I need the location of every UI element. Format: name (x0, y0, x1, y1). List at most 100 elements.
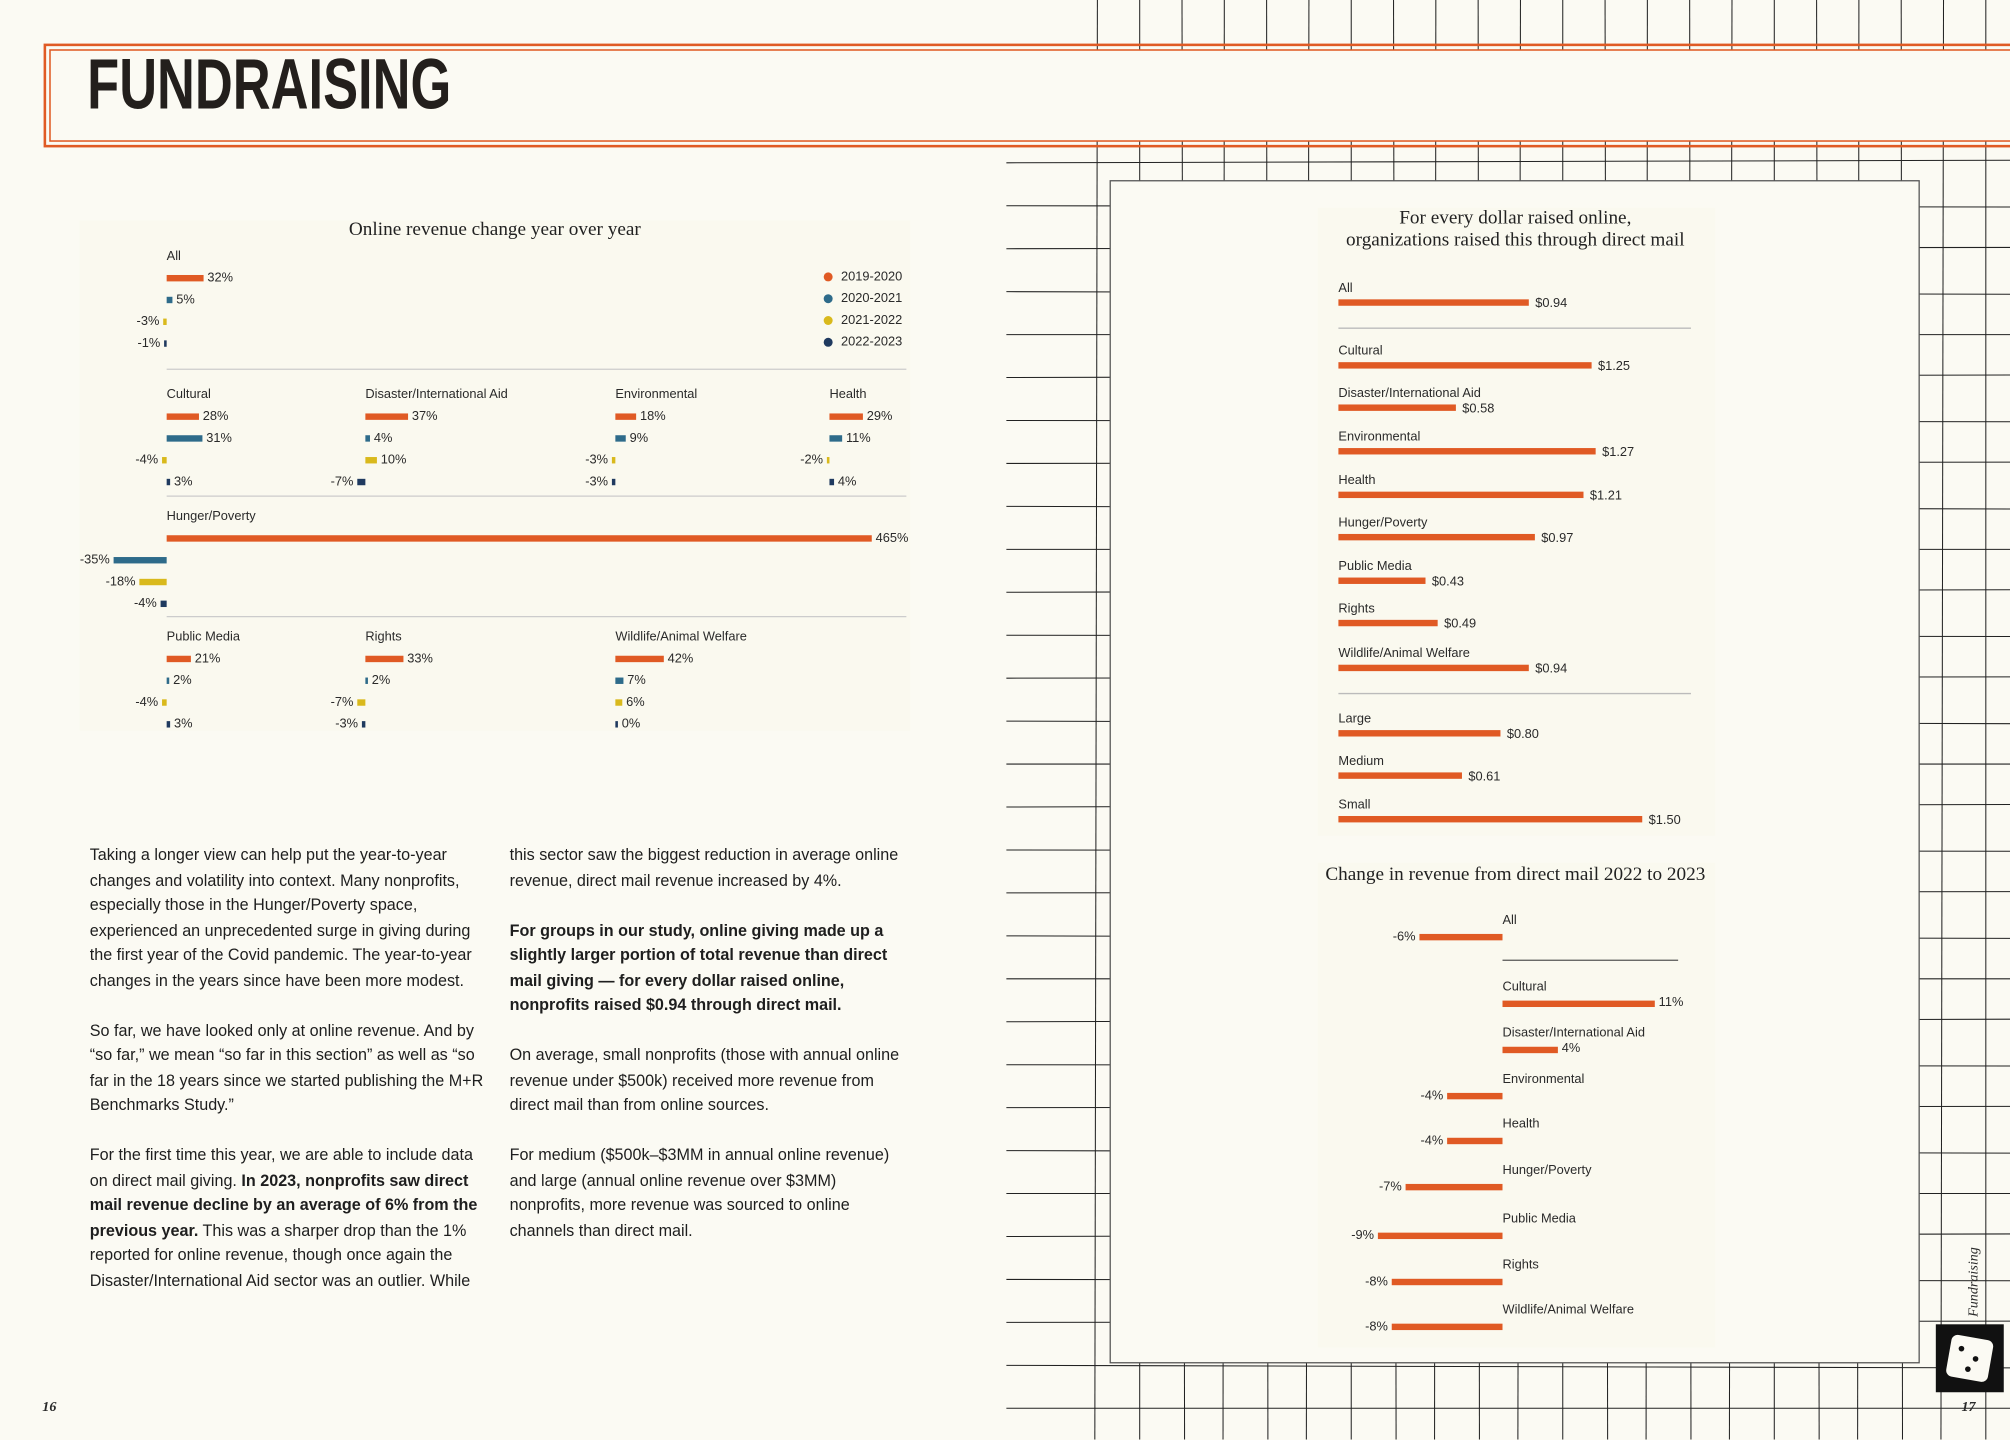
page-title: FUNDRAISING (87, 45, 451, 125)
value-label: 7% (627, 672, 646, 687)
chart-title: Change in revenue from direct mail 2022 … (1325, 864, 1705, 885)
category-label: All (1338, 280, 1352, 295)
icon-pip (1958, 1345, 1965, 1352)
chart-title: For every dollar raised online, (1399, 208, 1631, 229)
text-run: This was a sharper drop than the 1% repo… (89, 846, 899, 1290)
bar (166, 478, 171, 486)
bar (615, 677, 624, 684)
header-frame (43, 43, 2010, 148)
bar (113, 557, 167, 564)
panel-label: Cultural (167, 386, 211, 401)
bar (1502, 1000, 1655, 1008)
value-label: $0.49 (1444, 616, 1476, 631)
category-label: Health (1338, 472, 1375, 487)
value-label: $0.94 (1535, 661, 1567, 676)
bar (1338, 299, 1529, 306)
bar (365, 457, 377, 464)
panel-label: Rights (365, 629, 401, 644)
grid-stroke (1006, 159, 2010, 164)
category-label: Public Media (1503, 1211, 1577, 1226)
category-label: Hunger/Poverty (1338, 514, 1428, 529)
chart-panel (1317, 862, 1716, 1348)
value-label: 11% (1659, 994, 1684, 1009)
category-label: Medium (1338, 753, 1384, 768)
value-label: 32% (207, 270, 233, 285)
value-label: -7% (331, 473, 354, 488)
paragraph: So far, we have looked only at online re… (90, 1019, 491, 1119)
value-label: $0.80 (1507, 726, 1539, 741)
text-run: For the first time this year, we are abl… (89, 1146, 473, 1190)
bar (1338, 664, 1529, 672)
paragraph: For medium ($500k–$3MM in annual online … (510, 1144, 911, 1244)
bar (615, 721, 618, 728)
value-label: 42% (668, 650, 694, 665)
value-label: 465% (876, 530, 909, 545)
value-label: $1.25 (1598, 358, 1630, 373)
category-label: Environmental (1503, 1071, 1585, 1086)
value-label: $0.94 (1535, 295, 1567, 310)
category-label: Rights (1338, 600, 1374, 615)
value-label: -6% (1393, 929, 1416, 944)
value-label: 4% (374, 430, 393, 445)
category-label: Hunger/Poverty (1503, 1162, 1593, 1177)
value-label: 10% (381, 452, 407, 467)
value-label: -35% (80, 552, 110, 567)
value-label: 6% (626, 694, 645, 709)
bar (1405, 1183, 1503, 1191)
bar (166, 274, 204, 282)
text-run: On average, small nonprofits (those with… (509, 1046, 900, 1115)
body-text: Taking a longer view can help put the ye… (90, 844, 910, 1321)
paragraph: For the first time this year, we are abl… (90, 844, 910, 1321)
chart-panel (79, 220, 911, 731)
bar (1502, 1046, 1558, 1054)
value-label: -7% (331, 694, 354, 709)
sidebar-label: Fundraising (1966, 1247, 1982, 1318)
bar (166, 677, 170, 684)
bar (826, 457, 830, 464)
panel-label: Wildlife/Animal Welfare (615, 629, 747, 644)
text-run: Taking a longer view can help put the ye… (89, 846, 472, 990)
value-label: 4% (838, 473, 857, 488)
value-label: $0.97 (1541, 530, 1573, 545)
value-label: 31% (206, 430, 232, 445)
value-label: -9% (1351, 1227, 1374, 1242)
value-label: -3% (335, 716, 358, 731)
value-label: $0.43 (1432, 573, 1464, 588)
legend-label: 2021-2022 (841, 312, 902, 327)
bar (160, 600, 167, 608)
grid-stroke (1006, 1364, 2010, 1369)
bar (361, 721, 366, 728)
panel-label: All (167, 248, 181, 263)
value-label: $0.61 (1468, 768, 1500, 783)
bar (1338, 448, 1596, 455)
bar (1338, 577, 1426, 584)
value-label: 3% (174, 716, 193, 731)
page-number: 16 (42, 1399, 57, 1415)
value-label: -4% (1420, 1132, 1443, 1147)
panel-label: Environmental (615, 386, 697, 401)
category-label: Large (1338, 711, 1371, 726)
text-run: For groups in our study, online giving m… (509, 921, 888, 1015)
value-label: $1.27 (1602, 444, 1634, 459)
category-label: Public Media (1338, 558, 1412, 573)
bar (611, 478, 616, 486)
category-label: Cultural (1503, 979, 1547, 994)
bar (1338, 533, 1535, 541)
bar (166, 413, 199, 420)
value-label: -4% (135, 694, 158, 709)
value-label: -1% (137, 335, 160, 350)
category-label: Cultural (1338, 343, 1382, 358)
value-label: -3% (137, 313, 160, 328)
bar (1338, 404, 1456, 411)
value-label: -8% (1365, 1318, 1388, 1333)
bar (365, 435, 370, 442)
value-label: 9% (630, 430, 649, 445)
bar (1338, 730, 1501, 737)
bar (1377, 1232, 1503, 1240)
category-label: Disaster/International Aid (1503, 1025, 1645, 1040)
value-label: 21% (195, 650, 221, 665)
value-label: 3% (174, 473, 193, 488)
category-label: Health (1503, 1116, 1540, 1131)
value-label: -3% (585, 452, 608, 467)
